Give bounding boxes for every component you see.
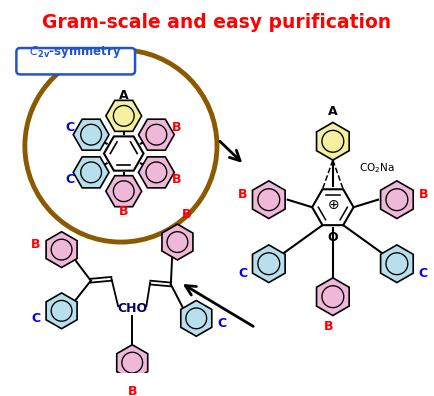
Polygon shape (181, 301, 212, 336)
Text: CHO: CHO (117, 303, 147, 316)
Text: B: B (128, 385, 137, 396)
Polygon shape (73, 119, 109, 150)
Text: C: C (66, 121, 75, 134)
Polygon shape (106, 100, 141, 131)
Polygon shape (46, 293, 77, 329)
Text: A: A (119, 89, 128, 102)
Text: C: C (66, 173, 75, 187)
Text: C: C (32, 312, 41, 325)
Text: B: B (119, 206, 128, 219)
Text: B: B (418, 188, 428, 202)
Polygon shape (162, 224, 193, 260)
Text: B: B (172, 121, 182, 134)
Polygon shape (253, 245, 285, 283)
Text: B: B (172, 173, 182, 187)
Polygon shape (104, 136, 144, 171)
Text: C: C (217, 316, 226, 329)
Text: B: B (182, 208, 191, 221)
Polygon shape (46, 232, 77, 267)
Text: CO$_2$Na: CO$_2$Na (359, 161, 395, 175)
Polygon shape (106, 176, 141, 207)
Text: O: O (328, 231, 338, 244)
Text: B: B (31, 238, 41, 251)
Polygon shape (117, 345, 148, 381)
Polygon shape (316, 278, 349, 316)
Polygon shape (381, 181, 413, 219)
Polygon shape (138, 119, 174, 150)
Text: B: B (323, 320, 333, 333)
Polygon shape (381, 245, 413, 283)
Polygon shape (312, 189, 354, 225)
Text: Gram-scale and easy purification: Gram-scale and easy purification (43, 13, 391, 32)
Text: $\oplus$: $\oplus$ (327, 198, 339, 212)
FancyBboxPatch shape (16, 48, 135, 74)
Text: C: C (238, 267, 247, 280)
Circle shape (25, 50, 217, 242)
Polygon shape (253, 181, 285, 219)
Polygon shape (73, 157, 109, 188)
Text: B: B (238, 188, 247, 202)
Polygon shape (316, 122, 349, 160)
Text: C: C (418, 267, 427, 280)
Text: $\mathit{C}$$_\mathregular{2v}$-symmetry: $\mathit{C}$$_\mathregular{2v}$-symmetry (30, 44, 122, 60)
Polygon shape (138, 157, 174, 188)
Text: A: A (328, 105, 338, 118)
